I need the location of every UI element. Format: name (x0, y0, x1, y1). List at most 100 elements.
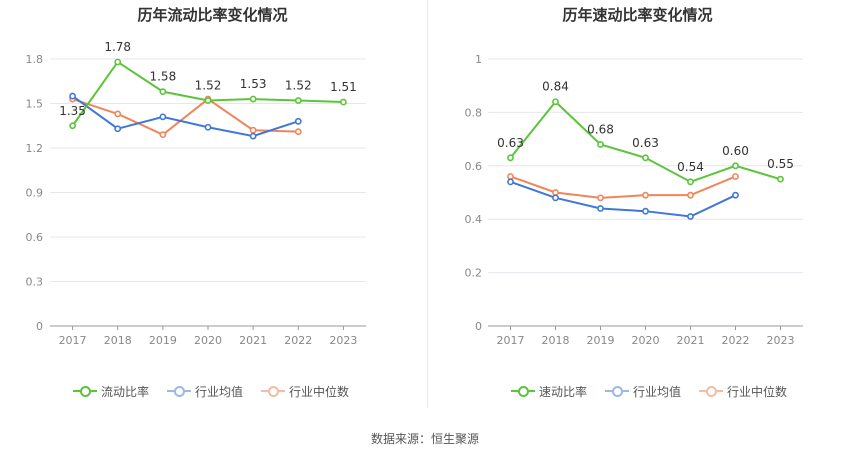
y-tick-label: 0.4 (465, 213, 483, 226)
data-point (249, 95, 257, 103)
legend-item-industry-average[interactable]: 行业均值 (167, 383, 243, 400)
x-tick-label: 2021 (239, 334, 267, 347)
x-tick-label: 2017 (59, 334, 87, 347)
data-label: 0.54 (677, 160, 704, 174)
data-point (597, 194, 604, 202)
data-point (642, 191, 649, 199)
x-tick-label: 2022 (722, 334, 750, 347)
legend-label: 行业均值 (195, 384, 244, 399)
y-tick-label: 0.6 (465, 160, 483, 173)
data-point (159, 88, 167, 96)
y-tick-label: 0.8 (465, 106, 483, 119)
series-line (510, 180, 736, 218)
data-label: 0.63 (497, 136, 524, 150)
y-tick-label: 0 (475, 320, 482, 333)
legend-label: 行业中位数 (289, 384, 350, 399)
data-point (507, 178, 514, 186)
y-tick-label: 1.8 (26, 53, 44, 66)
data-label: 0.63 (632, 136, 659, 150)
data-label: 1.35 (59, 104, 86, 118)
legend-item-industry-average[interactable]: 行业均值 (605, 383, 681, 400)
x-tick-label: 2020 (194, 334, 222, 347)
legend-line-orange-icon (261, 385, 286, 397)
x-tick-label: 2019 (587, 334, 615, 347)
chart-title-quick-ratio: 历年速动比率变化情况 (562, 6, 713, 24)
data-label: 0.68 (587, 122, 614, 136)
data-label: 1.52 (285, 79, 312, 93)
y-tick-label: 0.3 (26, 276, 44, 289)
x-tick-label: 2021 (677, 334, 705, 347)
legend-line-green-icon (73, 385, 97, 397)
x-tick-label: 2023 (329, 334, 357, 347)
data-point (114, 110, 122, 118)
data-point (552, 194, 559, 202)
current-ratio-chart: 0 0.3 0.6 0.9 1.2 1.5 1.8 2017 2018 2019 2020 2021 2… (26, 40, 366, 347)
y-tick-label: 1.2 (26, 142, 44, 155)
legend-item-quick-ratio[interactable]: 速动比率 (511, 383, 587, 400)
y-tick-label: 0.9 (26, 187, 44, 200)
divider (427, 0, 428, 408)
data-point (507, 154, 514, 162)
series-line (71, 95, 299, 138)
data-point (159, 113, 167, 121)
data-point (642, 154, 649, 162)
data-point (732, 191, 739, 199)
legend-quick-ratio: 速动比率 行业均值 行业中位数 (511, 381, 805, 401)
data-point (642, 207, 649, 215)
legend-label: 速动比率 (539, 384, 588, 399)
data-point (204, 123, 212, 131)
data-label: 1.78 (104, 40, 131, 54)
series-line (510, 175, 736, 199)
data-point (249, 132, 257, 140)
data-label: 0.84 (542, 80, 569, 94)
data-point (552, 98, 559, 106)
y-tick-label: 1.5 (26, 98, 44, 111)
series-line (71, 60, 344, 127)
data-point (507, 173, 514, 180)
data-point (294, 97, 302, 104)
data-point (552, 189, 559, 196)
y-tick-label: 0 (36, 320, 43, 333)
data-point (597, 141, 604, 148)
data-point (69, 92, 76, 100)
data-point (294, 128, 302, 136)
data-point (69, 122, 76, 130)
legend-line-green-icon (511, 385, 535, 397)
x-tick-label: 2019 (149, 334, 177, 347)
legend-line-blue-icon (605, 385, 630, 397)
data-point (204, 97, 212, 104)
data-label: 1.53 (240, 77, 267, 91)
data-point (732, 173, 739, 180)
data-label: 0.55 (767, 157, 794, 171)
data-point (249, 126, 257, 134)
data-point (687, 178, 694, 186)
data-point (687, 191, 694, 199)
data-point (159, 131, 167, 139)
data-point (340, 98, 347, 106)
y-tick-label: 1 (475, 53, 482, 66)
data-point (732, 162, 739, 170)
x-tick-label: 2022 (284, 334, 312, 347)
x-tick-label: 2023 (767, 334, 795, 347)
legend-line-blue-icon (167, 385, 192, 397)
data-point (777, 175, 784, 183)
data-point (687, 213, 694, 220)
legend-line-orange-icon (699, 385, 724, 397)
data-label: 0.60 (722, 144, 749, 158)
data-point (114, 58, 122, 66)
legend-item-industry-median[interactable]: 行业中位数 (261, 383, 349, 400)
quick-ratio-chart: 0 0.2 0.4 0.6 0.8 1 2017 2018 2019 2020 2021 2022 20… (465, 53, 803, 347)
legend-item-current-ratio[interactable]: 流动比率 (73, 383, 149, 400)
legend-item-industry-median[interactable]: 行业中位数 (699, 383, 787, 400)
series-line (72, 97, 299, 136)
data-point (294, 117, 302, 125)
legend-label: 行业均值 (633, 384, 682, 399)
x-tick-label: 2018 (104, 334, 132, 347)
legend-label: 行业中位数 (727, 384, 788, 399)
data-label: 1.58 (149, 70, 176, 84)
legend-label: 流动比率 (101, 384, 150, 399)
y-tick-label: 0.6 (26, 231, 44, 244)
data-point (597, 205, 604, 212)
data-label: 1.52 (195, 79, 222, 93)
